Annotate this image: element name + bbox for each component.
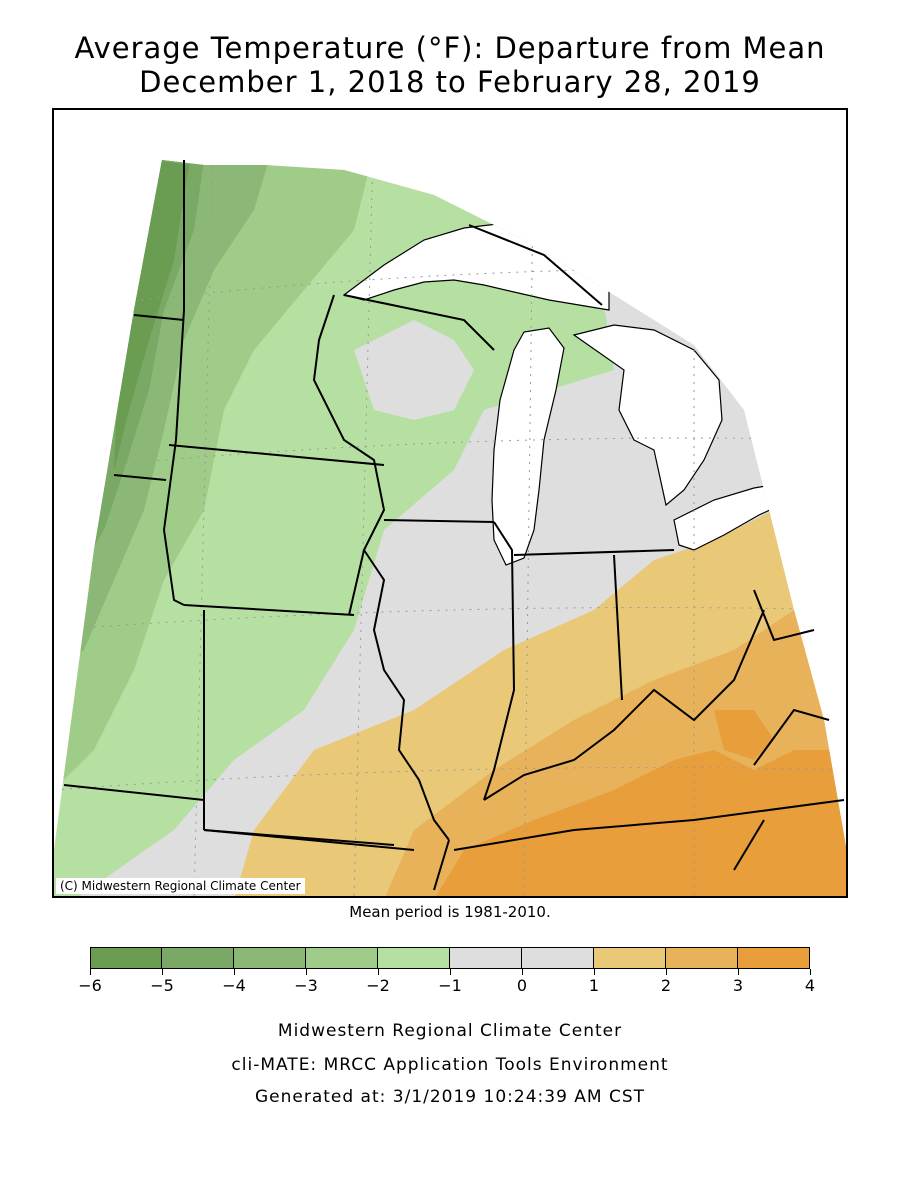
footer-generated-timestamp: Generated at: 3/1/2019 10:24:39 AM CST (254, 1087, 646, 1107)
legend-label: −3 (294, 976, 318, 995)
footer-organization: Midwestern Regional Climate Center (277, 1021, 623, 1041)
wi-mi-border (343, 294, 495, 351)
legend-swatch (594, 947, 666, 969)
ky-va-border (753, 708, 830, 766)
legend-tick (593, 969, 595, 975)
mean-period-note: Mean period is 1981-2010. (349, 903, 551, 921)
legend-tick (233, 969, 235, 975)
ky-tn-border (453, 799, 845, 851)
legend-swatch (234, 947, 306, 969)
anomaly-field (54, 160, 846, 896)
map-title: Average Temperature (°F): Departure from… (74, 31, 826, 65)
oh-wv-border (753, 589, 815, 642)
lake-huron (572, 324, 723, 507)
legend-tick (737, 969, 739, 975)
legend-label: 3 (732, 976, 744, 995)
map-copyright: (C) Midwestern Regional Climate Center (56, 878, 305, 894)
ia-mo-border (183, 604, 355, 616)
legend-swatch (162, 947, 234, 969)
il-in-border (483, 521, 516, 801)
mi-in-oh-border (513, 549, 675, 556)
legend-swatch (450, 947, 522, 969)
il-wi-border (383, 519, 495, 523)
legend-tick (161, 969, 163, 975)
legend-label: −5 (150, 976, 174, 995)
nd-mn-border (175, 160, 185, 441)
sd-mn-border (163, 439, 177, 531)
wisconsin-neutral-patch (354, 320, 474, 420)
map-frame: (C) Midwestern Regional Climate Center (52, 108, 848, 898)
ohio-river (483, 609, 765, 801)
band-minus6-minus5 (114, 160, 189, 470)
legend-tick (521, 969, 523, 975)
ne-ks-border (63, 784, 205, 801)
color-legend (90, 947, 810, 969)
legend-swatch (90, 947, 162, 969)
legend-swatch (306, 947, 378, 969)
tn-nc-border (733, 819, 765, 871)
legend-tick (449, 969, 451, 975)
map-date-range: December 1, 2018 to February 28, 2019 (139, 65, 761, 99)
legend-label: −2 (366, 976, 390, 995)
legend-label: 4 (804, 976, 816, 995)
legend-swatch (378, 947, 450, 969)
legend-label: −4 (222, 976, 246, 995)
legend-label: −6 (78, 976, 102, 995)
legend-tick (809, 969, 811, 975)
mo-ar-border (203, 829, 415, 851)
legend-tick (89, 969, 91, 975)
mn-ia-border (168, 444, 385, 466)
legend-label: 2 (660, 976, 672, 995)
state-boundaries (63, 160, 845, 891)
temperature-departure-map (54, 160, 846, 896)
ia-il-border (363, 549, 450, 841)
legend-label: 0 (516, 976, 528, 995)
mi-upper-border (468, 224, 603, 306)
legend-tick (305, 969, 307, 975)
band-3-4-north (714, 710, 774, 760)
in-oh-border (613, 554, 623, 701)
nd-sd-border (133, 314, 185, 321)
sd-ne-border (113, 474, 167, 481)
legend-swatch (738, 947, 810, 969)
footer-tool-name: cli-MATE: MRCC Application Tools Environ… (231, 1055, 669, 1075)
legend-swatch (522, 947, 594, 969)
legend-swatch (666, 947, 738, 969)
lake-michigan (491, 327, 565, 566)
mo-il-river (433, 839, 450, 891)
legend-label: −1 (438, 976, 462, 995)
legend-label: 1 (588, 976, 600, 995)
mn-wi-border (312, 294, 386, 616)
graticule (54, 160, 846, 896)
legend-tick (665, 969, 667, 975)
legend-tick (377, 969, 379, 975)
ia-ne-border (163, 529, 185, 606)
